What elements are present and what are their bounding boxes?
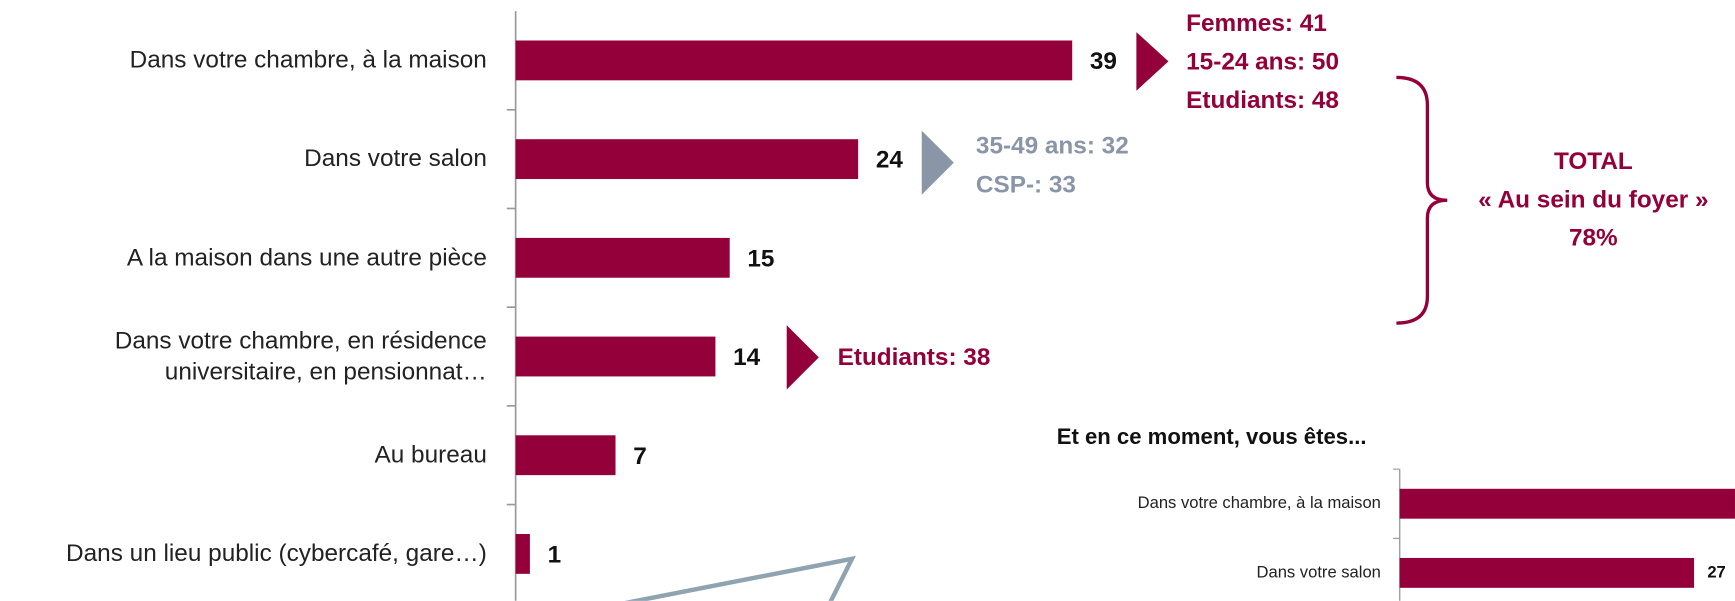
annotation: Etudiants: 38 — [838, 344, 991, 371]
arrow — [921, 130, 954, 195]
total-label: TOTAL — [1554, 148, 1633, 175]
annotation: Etudiants: 48 — [1186, 87, 1339, 114]
bar — [515, 336, 716, 377]
category-label: Dans un lieu public (cybercafé, gare…) — [66, 538, 487, 567]
value-label: 27 — [1707, 562, 1725, 581]
bar — [515, 435, 616, 476]
annotation: Femmes: 41 — [1186, 10, 1327, 37]
value-label: 14 — [733, 344, 761, 371]
callout-shape — [624, 555, 856, 601]
bar — [515, 40, 1073, 81]
annotation: 15-24 ans: 50 — [1186, 48, 1339, 75]
value-label: 7 — [633, 443, 647, 470]
bar — [1399, 488, 1735, 519]
bar — [515, 237, 730, 278]
category-label: Dans votre chambre, en résidence univers… — [114, 326, 487, 386]
category-label: Au bureau — [374, 440, 487, 468]
category-label: Dans votre salon — [304, 144, 487, 172]
value-label: 39 — [1090, 48, 1117, 75]
inset-title: Et en ce moment, vous êtes... — [1057, 424, 1367, 449]
category-label: Dans votre chambre, à la maison — [1138, 493, 1381, 512]
value-label: 24 — [876, 147, 904, 174]
arrow — [1136, 32, 1169, 91]
category-label: Dans votre chambre, à la maison — [129, 45, 487, 74]
category-label: A la maison dans une autre pièce — [126, 242, 487, 271]
bar — [1399, 557, 1695, 588]
bar — [515, 533, 530, 574]
category-label: Dans votre salon — [1257, 562, 1381, 581]
total-label: « Au sein du foyer » — [1478, 186, 1708, 213]
annotation: CSP-: 33 — [976, 171, 1076, 198]
bar — [515, 139, 859, 180]
total-label: 78% — [1569, 224, 1618, 251]
value-label: 1 — [548, 542, 562, 569]
brace — [1396, 75, 1448, 325]
value-label: 15 — [747, 245, 774, 272]
arrow — [786, 325, 819, 390]
annotation: 35-49 ans: 32 — [976, 133, 1129, 160]
